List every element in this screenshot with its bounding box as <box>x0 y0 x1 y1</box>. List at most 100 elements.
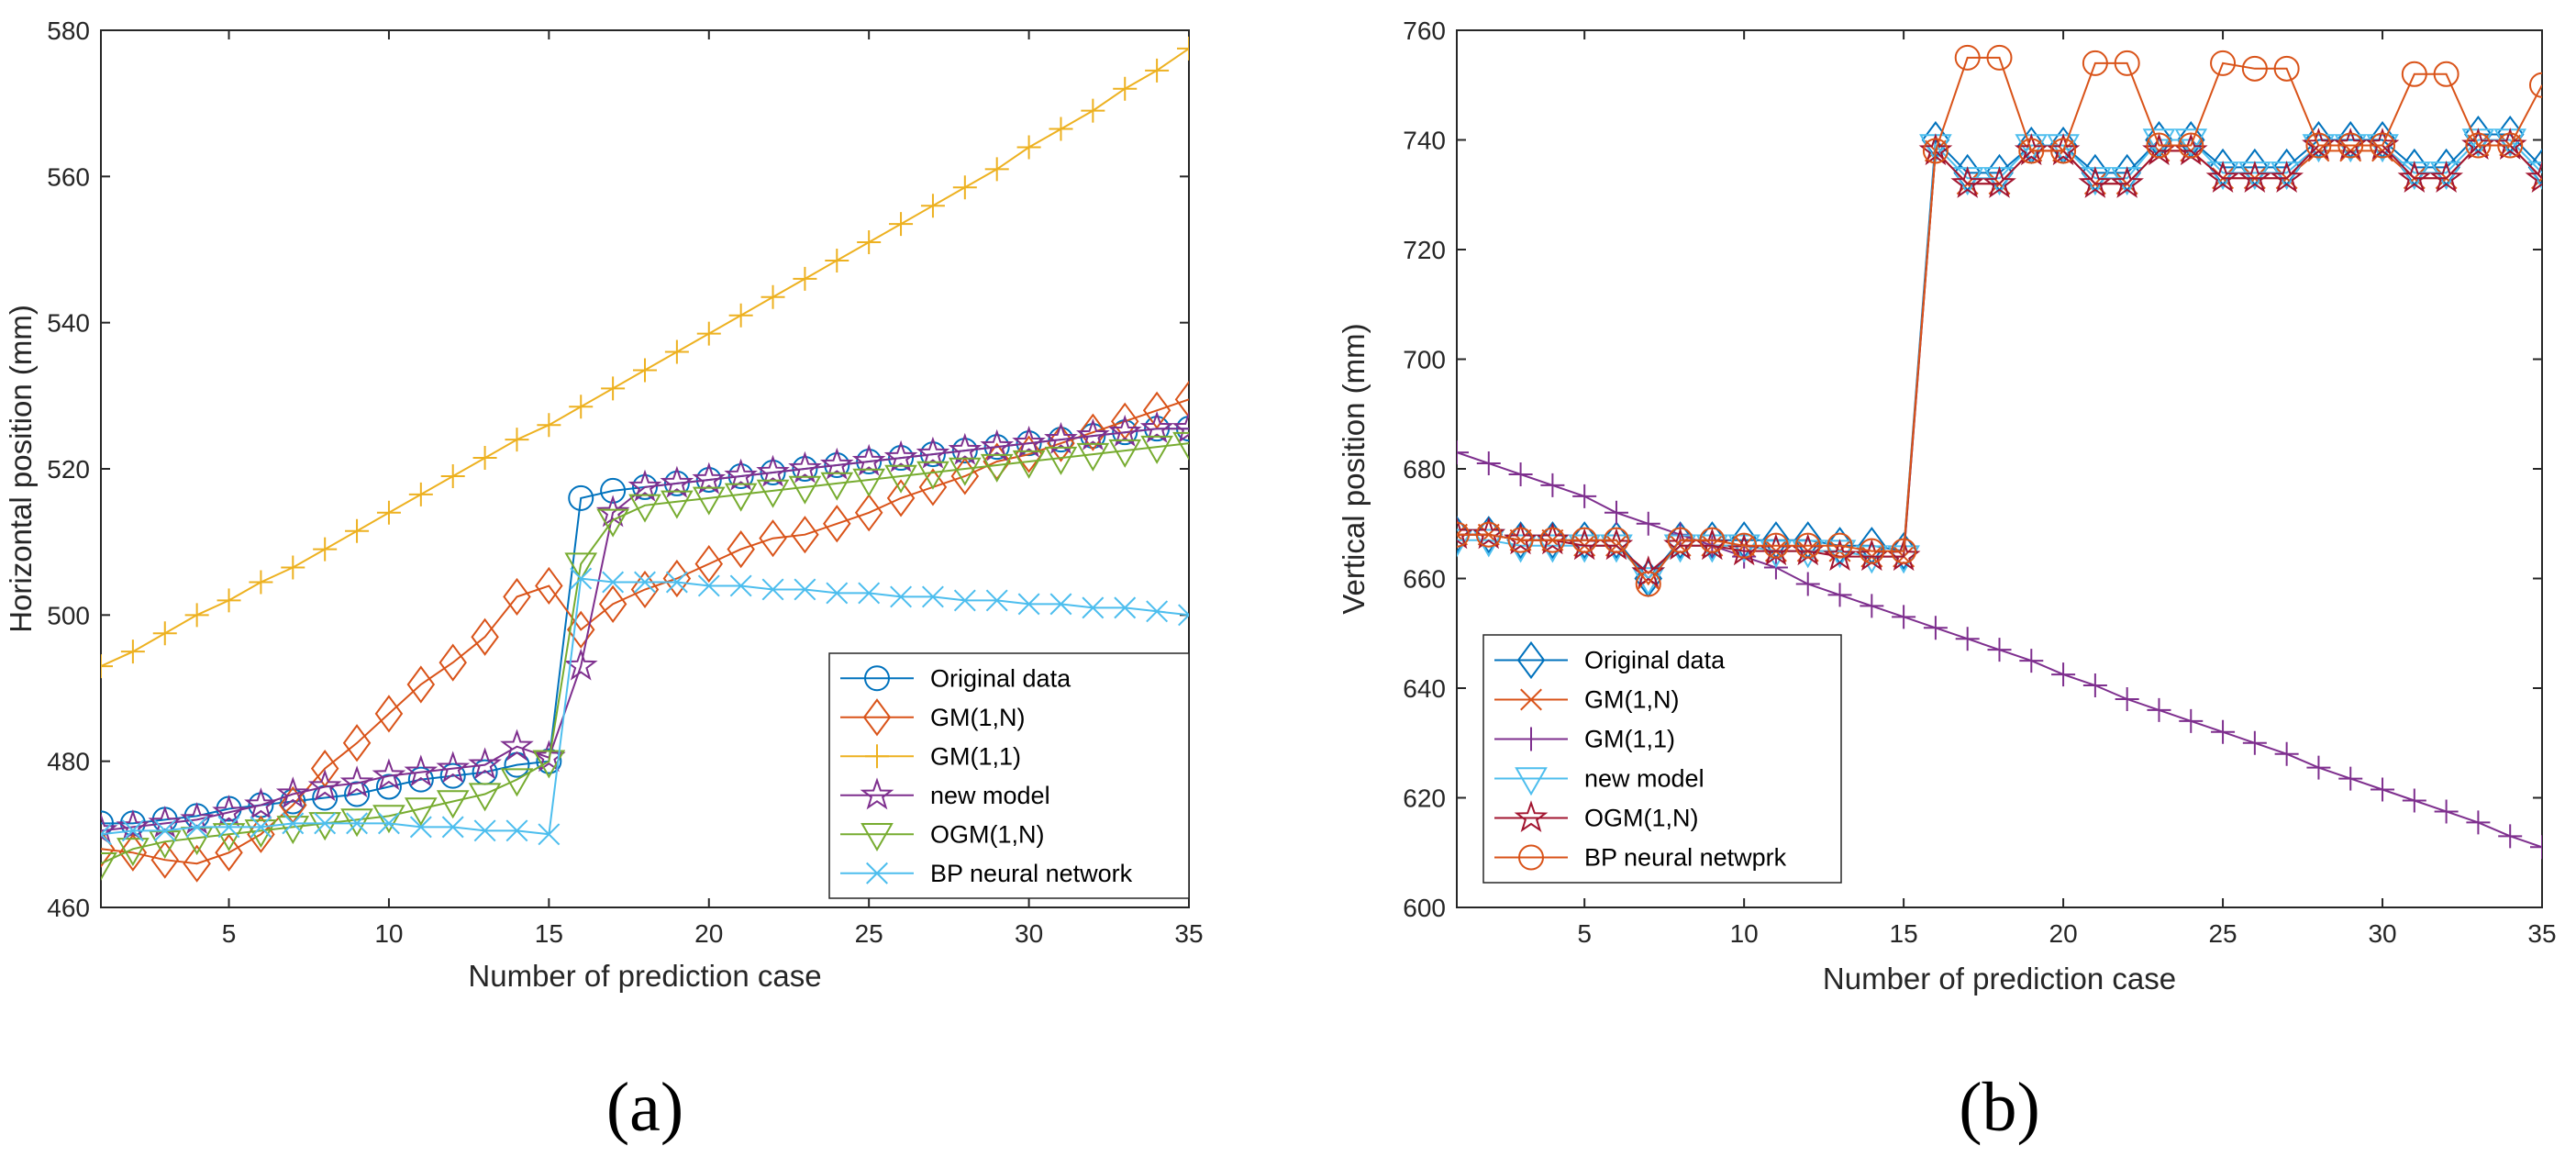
data-point <box>1571 527 1598 553</box>
data-point <box>339 765 374 798</box>
legend-marker <box>861 823 894 852</box>
data-point <box>468 747 502 780</box>
data-point <box>2242 730 2267 755</box>
data-point <box>1507 527 1534 553</box>
legend-marker <box>1520 688 1542 711</box>
data-point <box>406 665 436 704</box>
data-point <box>661 490 694 519</box>
data-point <box>1923 616 1948 640</box>
data-point <box>921 585 944 608</box>
data-point <box>918 468 948 506</box>
data-point <box>2530 835 2542 860</box>
data-point <box>535 566 563 606</box>
data-point <box>953 589 976 612</box>
legend-marker <box>862 698 892 737</box>
data-point <box>857 230 882 255</box>
data-point <box>2174 128 2208 158</box>
y-axis-label: Vertical position (mm) <box>1337 323 1371 614</box>
data-point <box>2146 132 2172 159</box>
data-point <box>1114 596 1137 619</box>
data-point <box>505 819 528 842</box>
data-point <box>372 758 406 791</box>
x-tick-label: 20 <box>2049 919 2078 948</box>
data-point <box>724 458 758 491</box>
data-point <box>217 588 241 613</box>
x-axis-label: Number of prediction case <box>468 959 821 993</box>
data-point <box>1457 440 1469 465</box>
data-point <box>791 516 819 554</box>
data-point <box>2338 766 2363 791</box>
data-point <box>340 808 373 838</box>
data-point <box>1955 627 1980 651</box>
data-point <box>663 470 690 496</box>
data-point <box>148 806 183 838</box>
data-point <box>1076 417 1110 451</box>
x-tick-label: 10 <box>1730 919 1759 948</box>
x-tick-label: 25 <box>2208 919 2237 948</box>
data-point <box>1859 538 1885 564</box>
data-point <box>212 823 246 852</box>
data-point <box>665 571 688 594</box>
data-point <box>1982 166 2016 198</box>
data-point <box>2465 132 2492 159</box>
data-point <box>212 795 246 828</box>
data-point <box>884 464 917 494</box>
data-point <box>372 805 405 834</box>
data-point <box>1017 593 1040 616</box>
data-point <box>2334 134 2368 163</box>
x-tick-label: 35 <box>2527 919 2556 948</box>
data-point <box>472 446 497 471</box>
data-point <box>1987 638 2012 662</box>
legend-marker <box>864 665 890 692</box>
data-point <box>1044 446 1078 475</box>
legend-marker <box>1516 640 1546 680</box>
data-point <box>375 773 402 800</box>
data-point <box>2401 61 2427 87</box>
data-point <box>788 451 822 484</box>
data-point <box>1604 500 1628 525</box>
data-point <box>2302 134 2336 163</box>
data-point <box>404 797 438 827</box>
data-point <box>819 447 854 480</box>
data-point <box>1950 166 1985 198</box>
data-point <box>1174 380 1189 418</box>
data-point <box>1108 439 1142 468</box>
panel-label: (b) <box>1959 1069 2040 1146</box>
data-point <box>664 339 689 364</box>
data-point <box>2370 132 2396 159</box>
x-axis-label: Number of prediction case <box>1823 962 2176 996</box>
data-point <box>729 574 752 597</box>
series-line <box>101 442 1189 865</box>
data-point <box>2179 708 2204 733</box>
data-point <box>1082 596 1105 619</box>
data-point <box>471 617 499 656</box>
data-point <box>500 729 534 762</box>
data-point <box>727 462 754 489</box>
data-point <box>1107 414 1142 447</box>
y-tick-label: 720 <box>1403 236 1446 264</box>
data-point <box>436 751 471 784</box>
data-point <box>980 453 1014 483</box>
data-point <box>2433 61 2459 87</box>
data-point <box>1540 473 1565 497</box>
data-point <box>1954 44 1981 71</box>
data-point <box>628 494 661 523</box>
data-point <box>1760 540 1793 569</box>
legend-marker <box>1514 800 1549 833</box>
data-point <box>630 570 660 609</box>
data-point <box>436 790 470 819</box>
data-point <box>794 578 816 601</box>
legend-marker <box>860 777 894 810</box>
data-point <box>1076 442 1110 472</box>
data-point <box>250 816 272 839</box>
data-point <box>788 475 822 505</box>
data-point <box>2050 138 2077 164</box>
x-tick-label: 25 <box>855 919 883 948</box>
data-point <box>564 552 598 582</box>
data-point <box>919 441 946 468</box>
data-point <box>1538 521 1567 560</box>
data-point <box>1047 424 1075 462</box>
data-point <box>756 454 790 487</box>
data-point <box>1663 534 1697 563</box>
series-bp-neural-network <box>101 567 1189 846</box>
